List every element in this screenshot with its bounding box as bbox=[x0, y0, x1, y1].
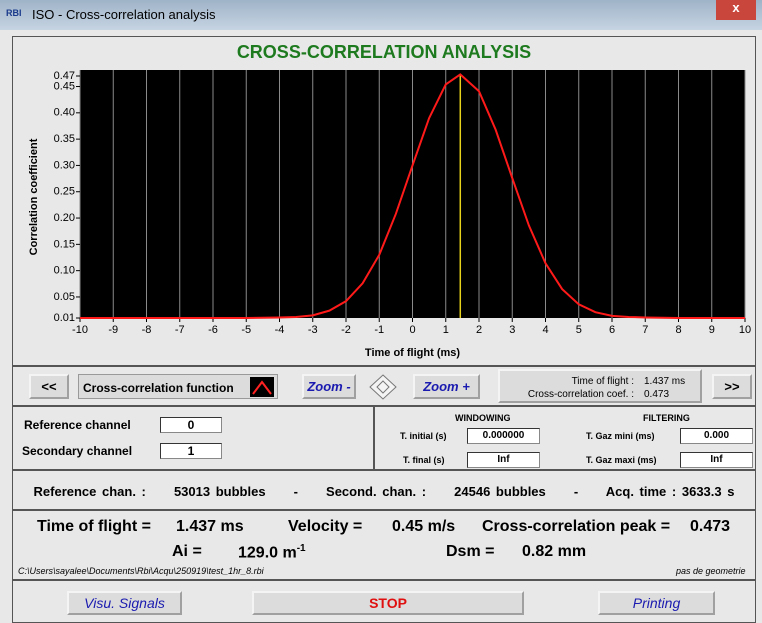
t-gaz-maxi-label: T. Gaz maxi (ms) bbox=[586, 455, 657, 465]
acq-time-label: Acq. time : bbox=[606, 484, 676, 499]
y-tick-label: 0.20 bbox=[54, 212, 75, 224]
t-initial-label: T. initial (s) bbox=[400, 431, 447, 441]
y-tick-label: 0.30 bbox=[54, 159, 75, 171]
chart: CROSS-CORRELATION ANALYSIS -10-9-8-7-6-5… bbox=[12, 36, 756, 366]
x-tick-label: -3 bbox=[308, 324, 318, 336]
y-tick-label: 0.01 bbox=[54, 312, 75, 324]
window-title: ISO - Cross-correlation analysis bbox=[32, 7, 216, 22]
secondary-channel-label: Secondary channel bbox=[22, 444, 132, 458]
sec-chan-label: Second. chan. : bbox=[326, 484, 426, 499]
geometry-note: pas de geometrie bbox=[676, 566, 746, 576]
ai-label: Ai = bbox=[172, 543, 202, 561]
x-tick-label: 6 bbox=[609, 324, 615, 336]
info-tof-value: 1.437 ms bbox=[644, 376, 685, 387]
velocity-value: 0.45 m/s bbox=[392, 518, 455, 536]
ai-value: 129.0 m-1 bbox=[238, 543, 306, 562]
t-gaz-mini-input[interactable]: 0.000 bbox=[680, 428, 753, 444]
function-label: Cross-correlation function bbox=[78, 374, 278, 399]
x-tick-label: -2 bbox=[341, 324, 351, 336]
y-tick-label: 0.35 bbox=[54, 133, 75, 145]
y-axis-label: Correlation coefficient bbox=[28, 138, 40, 255]
x-tick-label: -9 bbox=[108, 324, 118, 336]
filtering-title: FILTERING bbox=[643, 413, 690, 423]
t-final-input[interactable]: Inf bbox=[467, 452, 540, 468]
peak-value: 0.473 bbox=[690, 518, 730, 536]
reference-channel-label: Reference channel bbox=[24, 418, 131, 432]
ref-chan-label: Reference chan. : bbox=[34, 484, 146, 499]
stop-button[interactable]: STOP bbox=[252, 591, 524, 615]
x-tick-label: -4 bbox=[275, 324, 285, 336]
separator: - bbox=[574, 484, 578, 499]
acq-time-value: 3633.3 s bbox=[682, 484, 735, 499]
y-tick-label: 0.45 bbox=[54, 80, 75, 92]
x-tick-label: 5 bbox=[576, 324, 582, 336]
visu-signals-button[interactable]: Visu. Signals bbox=[67, 591, 182, 615]
x-tick-label: 9 bbox=[709, 324, 715, 336]
y-tick-label: 0.10 bbox=[54, 265, 75, 277]
y-tick-label: 0.25 bbox=[54, 186, 75, 198]
x-tick-label: 3 bbox=[509, 324, 515, 336]
next-button[interactable]: >> bbox=[712, 374, 752, 399]
x-tick-label: 2 bbox=[476, 324, 482, 336]
y-tick-label: 0.40 bbox=[54, 107, 75, 119]
zoom-in-button[interactable]: Zoom + bbox=[413, 374, 480, 399]
sec-chan-value: 24546 bubbles bbox=[454, 484, 546, 499]
prev-button[interactable]: << bbox=[29, 374, 69, 399]
app-icon: RBI bbox=[6, 8, 22, 18]
info-coef-label: Cross-correlation coef. : bbox=[528, 389, 634, 400]
x-tick-label: 10 bbox=[739, 324, 751, 336]
dsm-value: 0.82 mm bbox=[522, 543, 586, 561]
x-tick-label: -8 bbox=[142, 324, 152, 336]
y-tick-label: 0.15 bbox=[54, 238, 75, 250]
tof-value: 1.437 ms bbox=[176, 518, 244, 536]
x-tick-label: -7 bbox=[175, 324, 185, 336]
x-tick-label: -1 bbox=[374, 324, 384, 336]
ref-chan-value: 53013 bubbles bbox=[174, 484, 266, 499]
x-tick-label: -5 bbox=[241, 324, 251, 336]
x-axis-label: Time of flight (ms) bbox=[365, 347, 460, 359]
t-final-label: T. final (s) bbox=[403, 455, 445, 465]
zoom-out-button[interactable]: Zoom - bbox=[302, 374, 356, 399]
window: RBI ISO - Cross-correlation analysis x C… bbox=[0, 0, 762, 623]
title-bar: RBI ISO - Cross-correlation analysis x bbox=[0, 0, 762, 30]
info-box: Time of flight : 1.437 ms Cross-correlat… bbox=[498, 369, 702, 403]
ai-number: 129.0 m bbox=[238, 544, 297, 561]
t-gaz-mini-label: T. Gaz mini (ms) bbox=[586, 431, 655, 441]
dsm-label: Dsm = bbox=[446, 543, 494, 561]
t-gaz-maxi-input[interactable]: Inf bbox=[680, 452, 753, 468]
file-path: C:\Users\sayalee\Documents\Rbi\Acqu\2509… bbox=[18, 566, 264, 576]
x-tick-label: 8 bbox=[675, 324, 681, 336]
tof-label: Time of flight = bbox=[37, 518, 151, 536]
secondary-channel-input[interactable]: 1 bbox=[160, 443, 222, 459]
chart-title: CROSS-CORRELATION ANALYSIS bbox=[237, 42, 531, 62]
printing-button[interactable]: Printing bbox=[598, 591, 715, 615]
function-icon[interactable] bbox=[250, 377, 274, 397]
info-tof-label: Time of flight : bbox=[572, 376, 634, 387]
pan-icon[interactable] bbox=[368, 373, 398, 401]
x-tick-label: 1 bbox=[443, 324, 449, 336]
close-button[interactable]: x bbox=[716, 0, 756, 20]
ai-exponent: -1 bbox=[297, 543, 306, 554]
x-tick-label: -10 bbox=[72, 324, 88, 336]
info-coef-value: 0.473 bbox=[644, 389, 669, 400]
channels-panel bbox=[12, 406, 374, 470]
y-tick-label: 0.47 bbox=[54, 70, 75, 82]
peak-label: Cross-correlation peak = bbox=[482, 518, 670, 536]
x-tick-label: -6 bbox=[208, 324, 218, 336]
x-tick-label: 7 bbox=[642, 324, 648, 336]
x-tick-label: 0 bbox=[409, 324, 415, 336]
velocity-label: Velocity = bbox=[288, 518, 362, 536]
x-tick-label: 4 bbox=[542, 324, 548, 336]
separator: - bbox=[294, 484, 298, 499]
stats-row: Reference chan. : 53013 bubbles - Second… bbox=[12, 484, 756, 499]
t-initial-input[interactable]: 0.000000 bbox=[467, 428, 540, 444]
reference-channel-input[interactable]: 0 bbox=[160, 417, 222, 433]
y-tick-label: 0.05 bbox=[54, 291, 75, 303]
windowing-title: WINDOWING bbox=[455, 413, 511, 423]
